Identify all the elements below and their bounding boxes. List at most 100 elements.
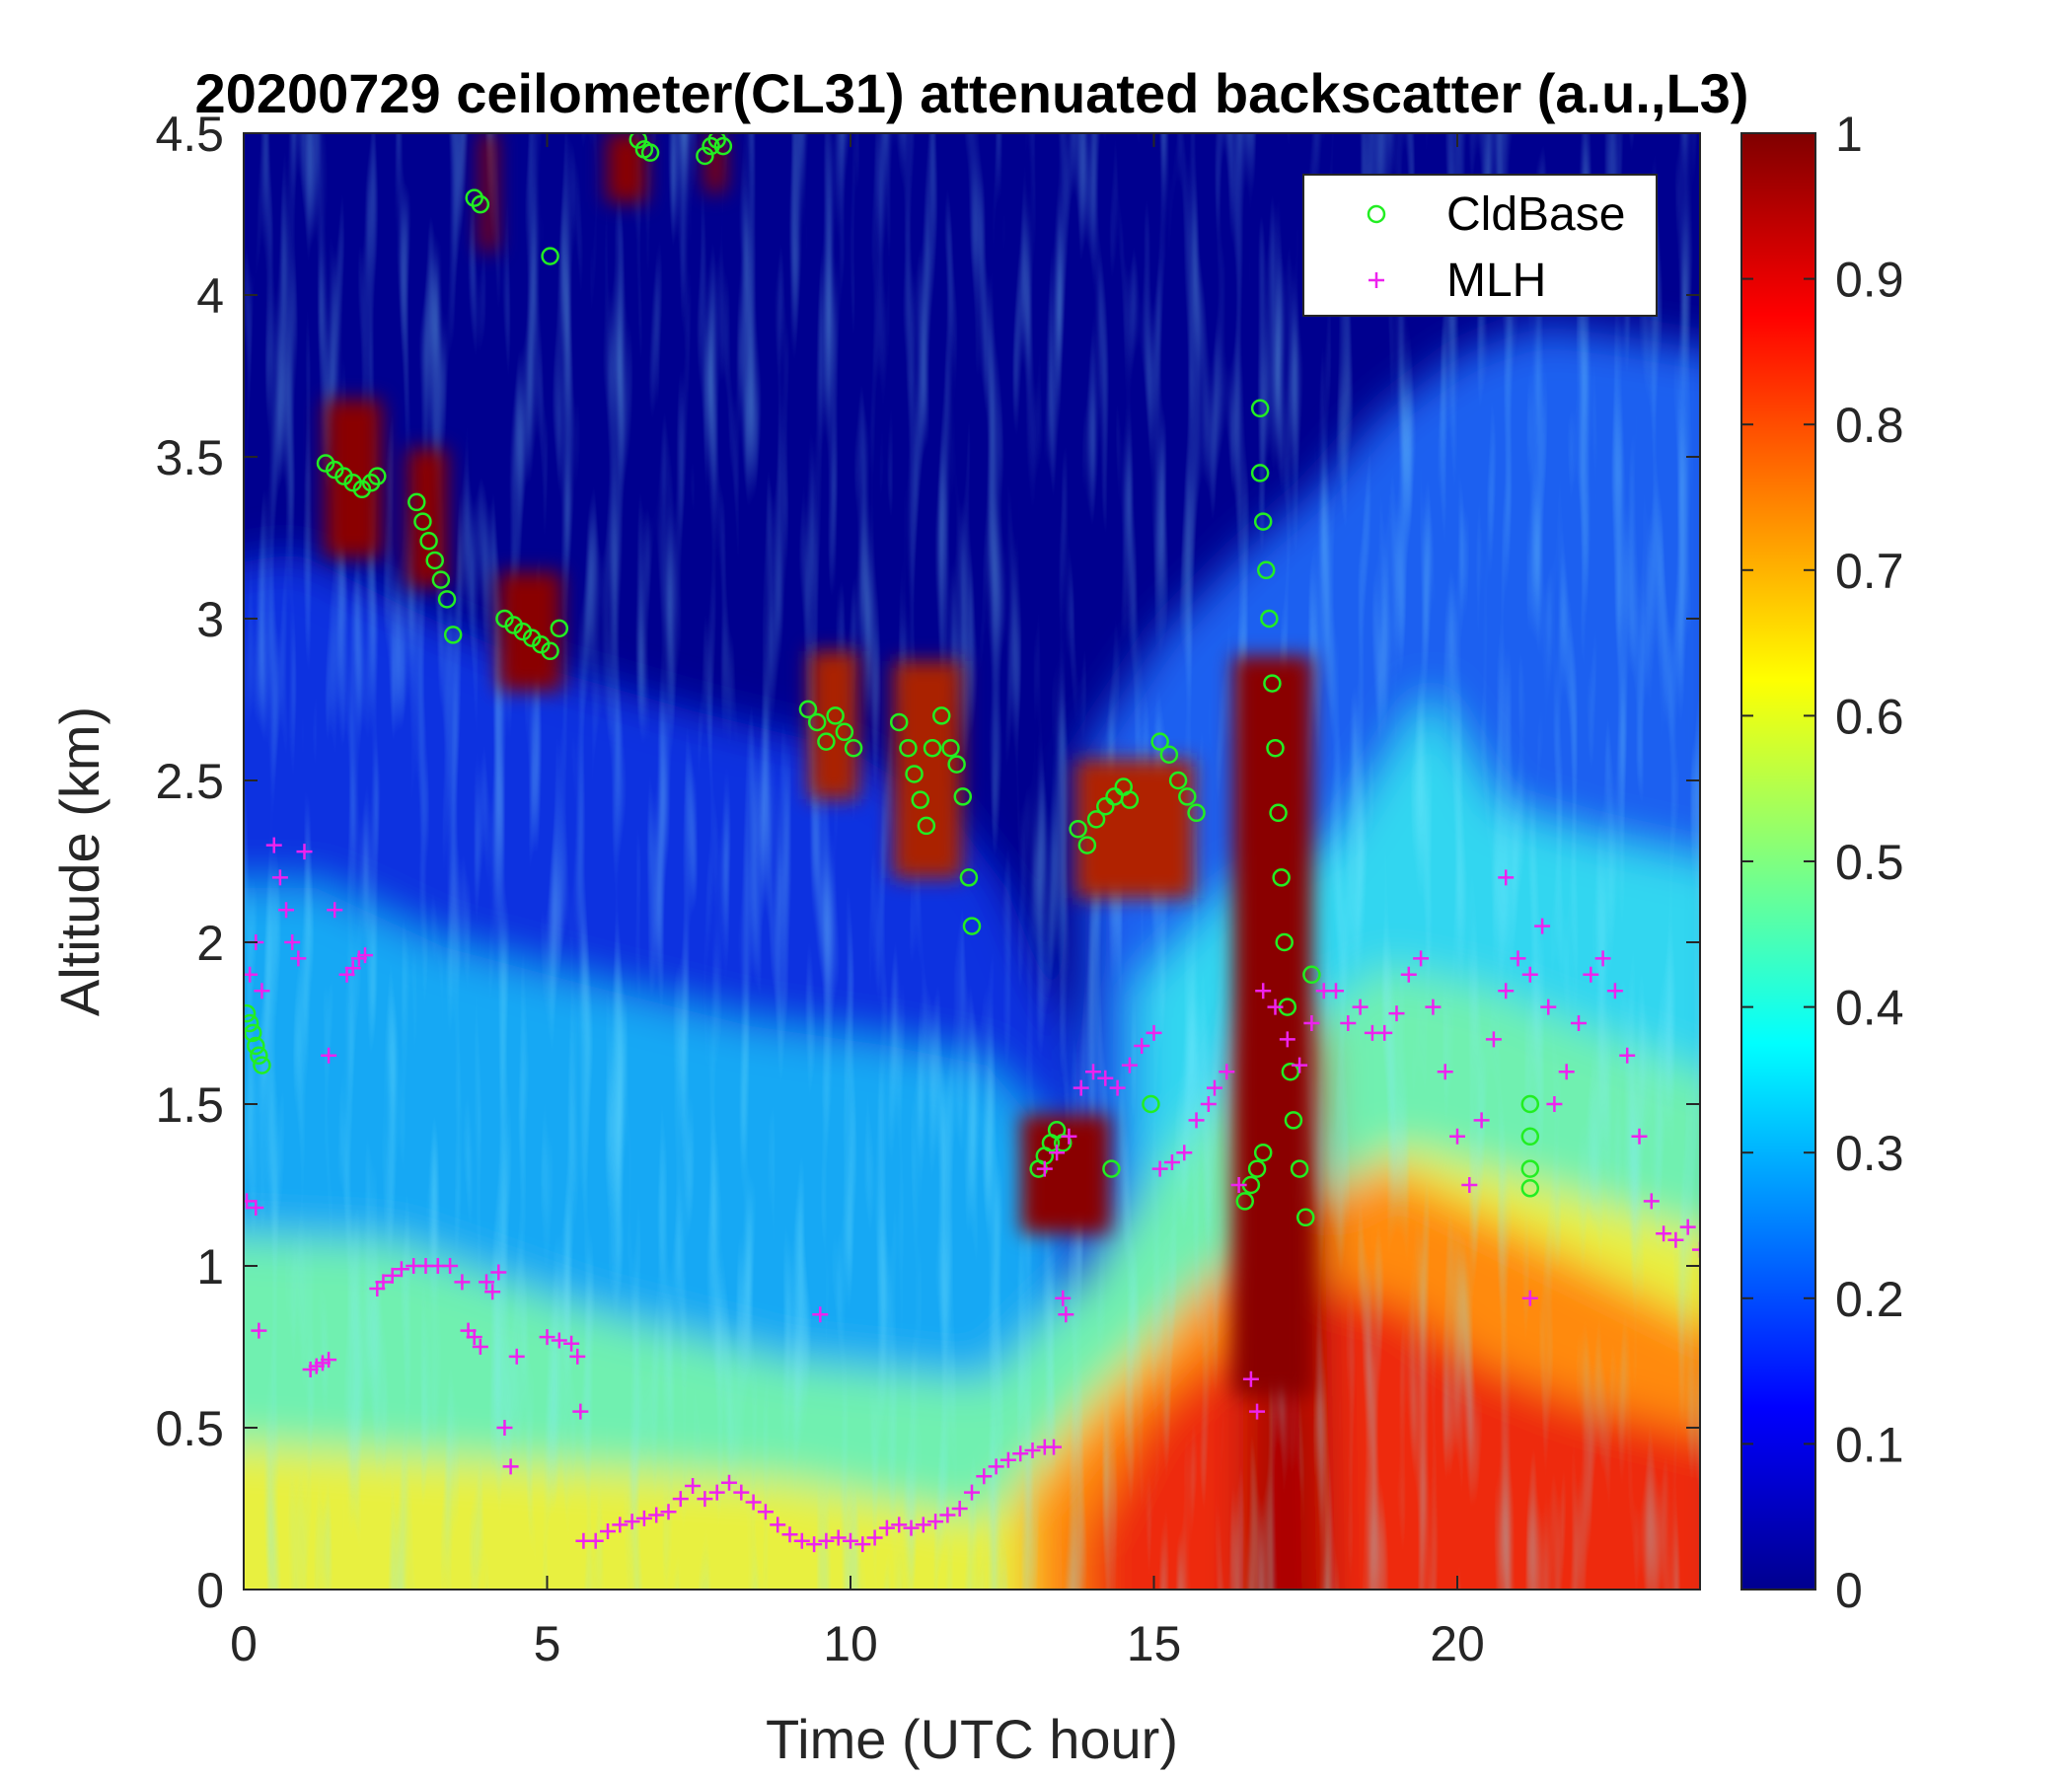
mlh-point	[733, 1484, 750, 1501]
mlh-point	[251, 1322, 267, 1339]
mlh-point	[393, 1261, 409, 1278]
cldbase-point	[1069, 819, 1087, 839]
legend-label-cldbase: CldBase	[1446, 188, 1625, 241]
mlh-point	[1558, 1064, 1575, 1080]
mlh-point	[770, 1517, 786, 1533]
mlh-point	[612, 1517, 629, 1533]
cldbase-point	[899, 738, 918, 758]
mlh-point	[1097, 1070, 1114, 1086]
mlh-point	[1061, 1128, 1077, 1145]
plot-frame	[243, 132, 1701, 1591]
mlh-point	[1121, 1057, 1138, 1073]
mlh-point	[290, 950, 307, 967]
y-tick-label: 1	[196, 1239, 224, 1295]
mlh-point	[1024, 1442, 1041, 1458]
cldbase-point	[798, 700, 818, 719]
colorbar-tick-label: 0.6	[1835, 689, 1904, 744]
mlh-point	[1255, 983, 1272, 999]
mlh-point	[745, 1494, 762, 1511]
mlh-point	[915, 1517, 931, 1533]
mlh-point	[508, 1348, 525, 1365]
mlh-point	[648, 1507, 665, 1523]
mlh-point	[1546, 1096, 1563, 1112]
mlh-point	[344, 960, 361, 977]
colorbar-tick-label: 0.1	[1835, 1417, 1904, 1472]
data-markers	[244, 133, 1700, 1553]
mlh-point	[1656, 1225, 1672, 1242]
mlh-point	[976, 1468, 993, 1485]
x-tick-label: 10	[823, 1616, 878, 1671]
cldbase-point	[696, 146, 714, 166]
cldbase-point	[835, 722, 854, 742]
cldbase-point	[1096, 796, 1115, 816]
mlh-point	[964, 1484, 980, 1501]
cldbase-point	[343, 473, 362, 492]
mlh-point	[472, 1339, 488, 1355]
mlh-point	[1643, 1193, 1660, 1210]
colorbar-tick-label: 0.7	[1835, 544, 1904, 599]
cldbase-point	[413, 512, 432, 531]
cldbase-point	[911, 790, 929, 809]
cldbase-point	[640, 143, 660, 162]
mlh-point	[539, 1329, 555, 1346]
mlh-point	[600, 1522, 616, 1539]
colorbar-tick-label: 0.4	[1835, 981, 1904, 1036]
y-tick-label: 4	[196, 268, 224, 324]
y-tick-label: 4.5	[155, 107, 224, 162]
mlh-point	[1109, 1079, 1126, 1096]
mlh-point	[878, 1519, 895, 1536]
mlh-point	[793, 1532, 810, 1549]
mlh-point	[502, 1458, 519, 1475]
mlh-point	[1461, 1177, 1478, 1193]
y-tick-label: 2	[196, 916, 224, 971]
mlh-point	[563, 1335, 580, 1352]
mlh-point	[271, 869, 288, 886]
mlh-point	[296, 844, 313, 860]
mlh-point	[1207, 1079, 1222, 1096]
cldbase-point	[352, 480, 372, 499]
mlh-point	[939, 1507, 956, 1523]
mlh-point	[321, 1047, 337, 1064]
cldbase-point	[1187, 803, 1206, 823]
cldbase-point	[1150, 732, 1169, 751]
mlh-point	[1163, 1154, 1180, 1171]
mlh-point	[1352, 999, 1369, 1015]
backscatter-heatmap	[244, 133, 1700, 1590]
mlh-point	[1012, 1445, 1029, 1462]
mlh-point	[1055, 1290, 1072, 1306]
mlh-point	[1449, 1128, 1465, 1145]
mlh-point	[1249, 1403, 1266, 1420]
mlh-point	[1279, 1031, 1295, 1048]
mlh-point	[1388, 1005, 1405, 1022]
mlh-point	[757, 1504, 774, 1520]
cldbase-point	[1266, 738, 1285, 758]
mlh-point	[572, 1403, 589, 1420]
mlh-point	[635, 1510, 652, 1526]
cldbase-point	[513, 622, 533, 641]
mlh-point	[781, 1526, 798, 1543]
mlh-point	[1134, 1037, 1150, 1054]
mlh-point	[1188, 1112, 1205, 1129]
mlh-point	[244, 1193, 256, 1210]
cldbase-point	[1520, 1159, 1540, 1178]
mlh-point	[265, 837, 282, 853]
cldbase-point	[1284, 1111, 1303, 1130]
mlh-point	[1540, 999, 1557, 1015]
cldbase-point	[713, 136, 733, 156]
cldbase-point	[316, 454, 335, 473]
mlh-point	[1425, 999, 1442, 1015]
mlh-point	[1473, 1112, 1490, 1129]
cldbase-point	[443, 626, 463, 644]
cldbase-point	[250, 1046, 268, 1066]
cldbase-point	[962, 917, 982, 935]
mlh-point	[284, 934, 301, 950]
x-tick-label: 0	[230, 1616, 258, 1671]
cldbase-point	[905, 765, 924, 783]
cldbase-point	[419, 532, 438, 551]
mlh-point	[1692, 1241, 1700, 1258]
cldbase-point	[368, 467, 387, 485]
mlh-point	[1437, 1064, 1453, 1080]
cldbase-point	[932, 706, 951, 725]
cldbase-point	[1520, 1094, 1540, 1114]
cldbase-point	[1253, 512, 1273, 531]
